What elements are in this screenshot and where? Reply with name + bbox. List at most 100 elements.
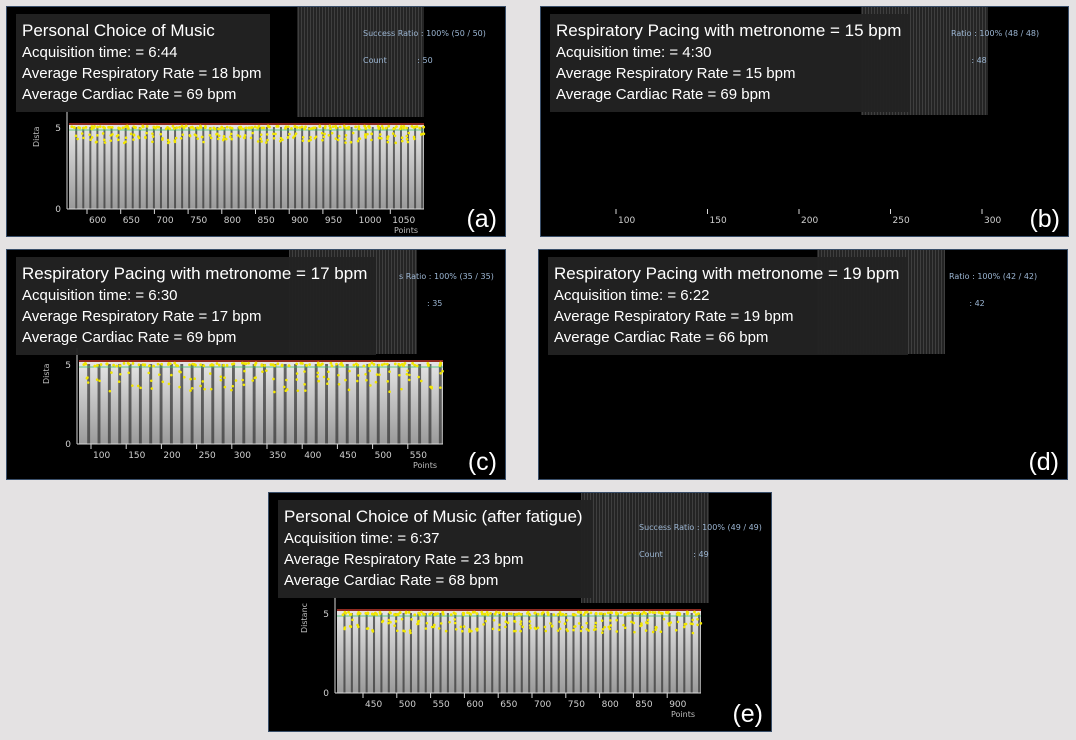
peak-dot <box>657 611 661 614</box>
trough-dot <box>357 374 360 377</box>
trough-dot <box>386 140 390 144</box>
trough-dot <box>223 376 226 379</box>
peak-dot <box>449 613 453 617</box>
trough-dot <box>256 140 260 143</box>
signal-dip <box>364 127 367 209</box>
peak-dot <box>340 361 343 365</box>
peak-dot <box>423 612 426 616</box>
trough-dot <box>405 134 409 138</box>
peak-dot <box>253 125 257 129</box>
peak-dot <box>239 125 243 129</box>
signal-dip <box>138 127 141 209</box>
signal-dip <box>345 364 349 444</box>
trough-dot <box>317 379 320 383</box>
peak-dot <box>396 613 400 616</box>
x-tick-label: 250 <box>199 451 216 461</box>
signal-dip <box>402 613 405 693</box>
trough-dot <box>482 623 485 626</box>
trough-dot <box>394 141 397 145</box>
peak-dot <box>528 613 532 617</box>
peak-dot <box>256 126 260 130</box>
peak-dot <box>254 361 258 365</box>
signal-dip <box>230 127 233 209</box>
trough-dot <box>633 630 636 634</box>
signal-dip <box>683 613 686 693</box>
y-axis-label: Dista <box>32 126 41 147</box>
peak-dot <box>244 126 248 130</box>
peak-dot <box>387 124 391 128</box>
trough-dot <box>74 134 78 138</box>
signal-dip <box>418 364 422 444</box>
trough-dot <box>536 626 540 630</box>
trough-dot <box>203 387 206 391</box>
peak-dot <box>419 610 423 614</box>
signal-dip <box>646 613 649 693</box>
trough-dot <box>281 138 284 142</box>
trough-dot <box>265 369 268 372</box>
peak-dot <box>486 613 490 617</box>
trough-dot <box>579 629 583 633</box>
peak-dot <box>93 125 96 128</box>
x-tick-label: 600 <box>466 700 483 710</box>
trough-dot <box>406 369 409 373</box>
trough-dot <box>400 136 404 140</box>
trough-dot <box>117 380 121 383</box>
peak-dot <box>415 364 419 368</box>
peak-dot <box>329 361 333 365</box>
trough-dot <box>116 133 120 137</box>
trough-dot <box>284 389 288 392</box>
trough-dot <box>261 370 264 373</box>
signal-dip <box>97 364 101 444</box>
trough-dot <box>327 133 331 137</box>
x-tick-label: 1050 <box>392 216 415 226</box>
peak-dot <box>375 613 379 616</box>
x-tick-label: 850 <box>635 700 652 710</box>
peak-dot <box>619 611 623 614</box>
trough-dot <box>394 620 398 623</box>
peak-dot <box>171 124 175 128</box>
peak-dot <box>241 127 245 131</box>
trough-dot <box>89 138 92 142</box>
peak-dot <box>677 611 681 615</box>
signal-dip <box>304 364 308 444</box>
trough-dot <box>491 627 495 631</box>
peak-dot <box>147 364 151 368</box>
trough-dot <box>313 136 317 140</box>
trough-dot <box>224 137 228 141</box>
trough-dot <box>196 137 200 140</box>
signal-dip <box>372 613 376 693</box>
signal-dip <box>237 127 240 209</box>
panel-a-stats: Success Ratio : 100% (50 / 50) Count : 5… <box>363 11 486 83</box>
trough-dot <box>375 373 379 376</box>
peak-dot <box>582 613 586 617</box>
trough-dot <box>691 618 695 622</box>
trough-dot <box>90 136 94 139</box>
trough-dot <box>407 131 411 135</box>
peak-dot <box>377 127 381 130</box>
trough-dot <box>301 139 305 142</box>
trough-dot <box>475 627 478 631</box>
trough-dot <box>118 372 122 376</box>
panel-d-stats-line-2: : 42 <box>949 299 985 308</box>
peak-dot <box>356 363 360 367</box>
peak-dot <box>173 361 177 365</box>
signal-dip <box>159 364 163 444</box>
trough-dot <box>380 620 384 624</box>
peak-dot <box>287 364 291 368</box>
peak-dot <box>117 126 121 130</box>
trough-dot <box>355 379 359 383</box>
trough-dot <box>167 382 171 386</box>
trough-dot <box>513 620 517 623</box>
panel-a-label: (a) <box>466 205 497 233</box>
trough-dot <box>166 141 170 145</box>
peak-dot <box>331 125 335 129</box>
peak-dot <box>215 362 219 365</box>
peak-dot <box>363 124 367 128</box>
panel-c-info-box: Respiratory Pacing with metronome = 17 b… <box>16 257 377 355</box>
peak-dot <box>134 126 137 129</box>
signal-dip <box>387 364 391 444</box>
peak-dot <box>344 611 348 615</box>
panel-a: 0 5 Dista 600 650 700 750 800 850 900 950 1000 1050 P… <box>6 6 506 237</box>
peak-dot <box>402 364 405 367</box>
x-tick-label: 450 <box>339 451 356 461</box>
